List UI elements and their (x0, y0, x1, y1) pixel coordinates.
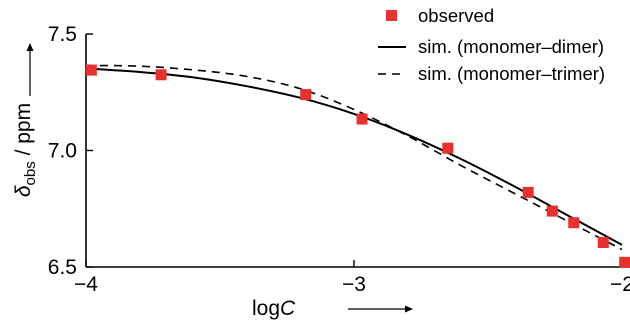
observed-point (597, 237, 609, 249)
x-axis-title-italic: C (280, 297, 296, 320)
y-axis-title: δobs / ppm (12, 103, 39, 197)
x-tick-label: −3 (342, 273, 366, 296)
observed-point (300, 89, 312, 101)
observed-point (442, 142, 454, 154)
x-axis-arrow (348, 305, 413, 313)
y-axis-title-symbol: δ (12, 185, 35, 197)
observed-point (546, 205, 558, 217)
y-axis-arrow (26, 43, 34, 96)
y-tick-label: 7.5 (48, 23, 77, 46)
legend-label-dimer: sim. (monomer–dimer) (418, 36, 604, 57)
observed-point (155, 69, 167, 81)
x-tick-label: −4 (74, 273, 98, 296)
series-line-trimer (86, 64, 623, 251)
observed-point (619, 256, 630, 268)
x-axis-title-main: log (252, 297, 280, 320)
y-axis-title-subscript: obs (22, 161, 39, 185)
legend-label-observed: observed (418, 5, 494, 26)
legend-marker-observed (386, 10, 397, 21)
y-tick-label: 7.0 (48, 140, 77, 163)
legend-label-trimer: sim. (monomer–trimer) (418, 63, 605, 84)
y-axis-title-unit: / ppm (12, 103, 35, 161)
observed-point (85, 64, 97, 76)
svg-text:δobs / ppm: δobs / ppm (12, 103, 39, 197)
x-tick-label: −2 (610, 273, 630, 296)
observed-point (522, 186, 534, 198)
legend: observed sim. (monomer–dimer) sim. (mono… (378, 5, 605, 84)
x-axis-title: logC (252, 297, 296, 320)
observed-point (356, 113, 368, 125)
y-tick-label: 6.5 (48, 256, 77, 279)
observed-point (568, 217, 580, 229)
series-line-dimer (86, 67, 623, 246)
